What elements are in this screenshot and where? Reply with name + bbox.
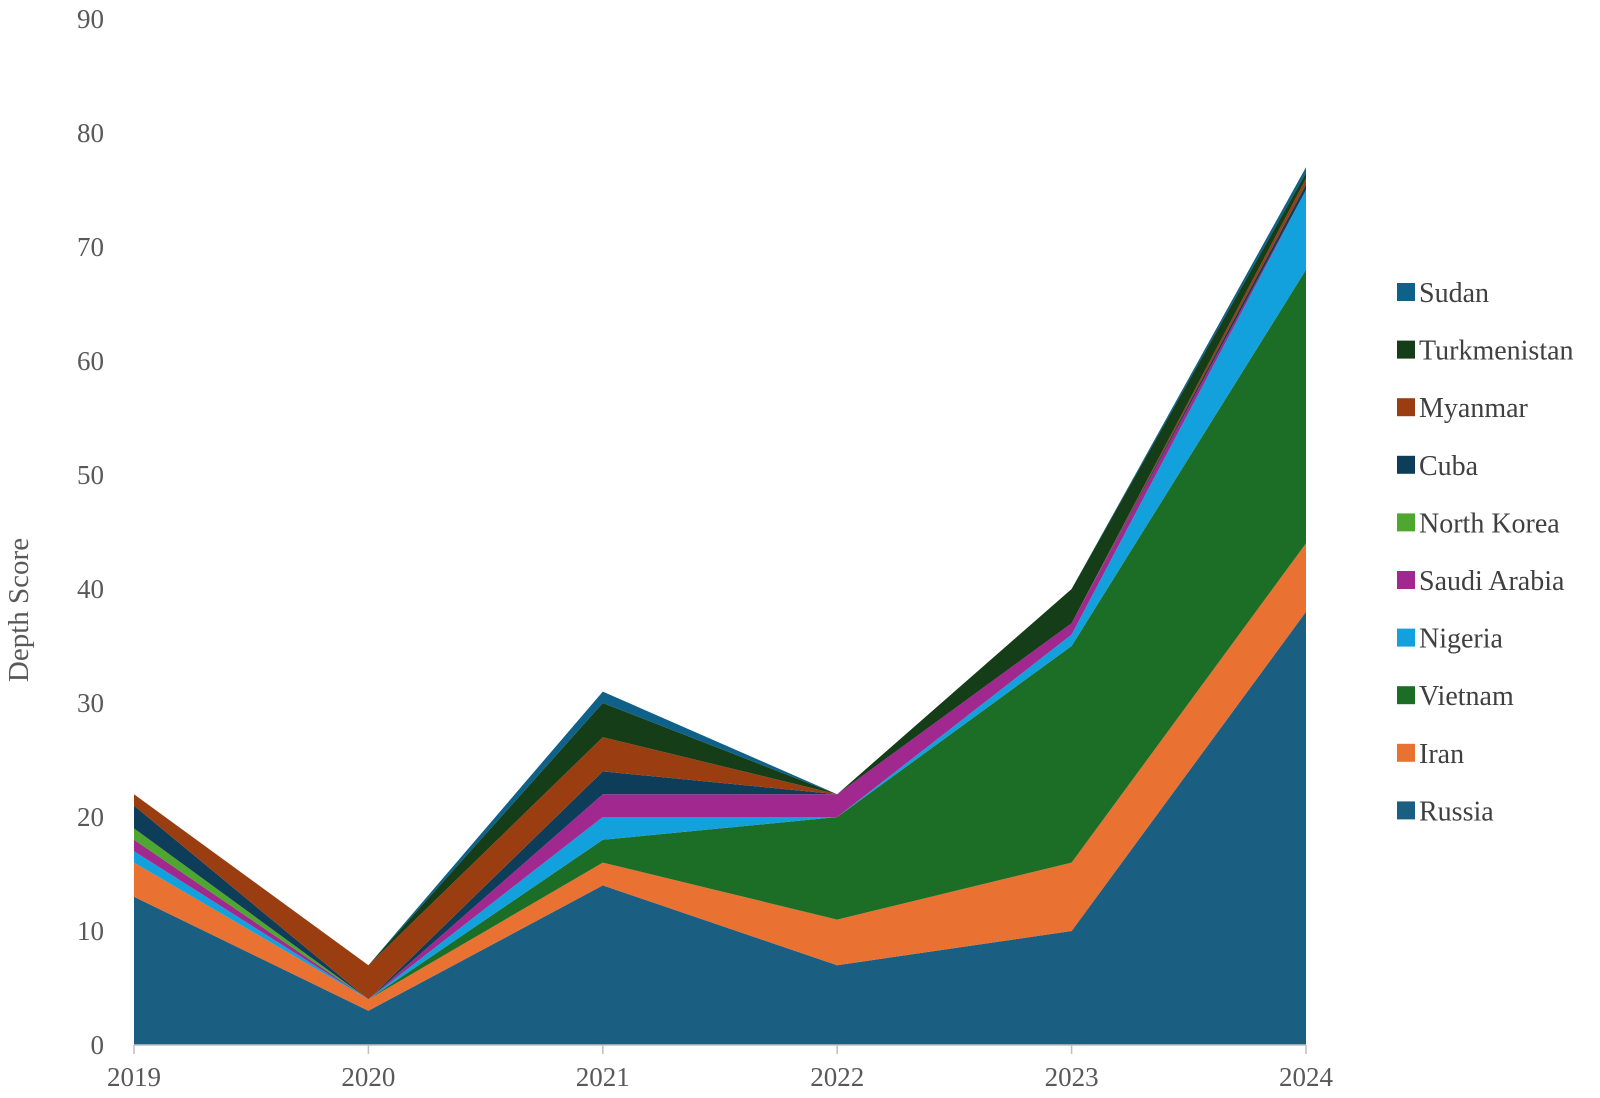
legend-label: Iran: [1419, 739, 1464, 770]
legend-swatch: [1397, 743, 1415, 762]
area-vietnam: [134, 269, 1306, 1000]
y-tick-label: 90: [77, 4, 104, 34]
legend-item-nigeria: Nigeria: [1397, 624, 1504, 655]
legend-item-sudan: Sudan: [1397, 278, 1489, 309]
legend-label: Turkmenistan: [1419, 336, 1574, 367]
x-tick-label: 2019: [107, 1062, 161, 1092]
legend-label: Saudi Arabia: [1419, 566, 1565, 597]
y-tick-label: 20: [77, 802, 104, 832]
legend-item-russia: Russia: [1397, 796, 1494, 827]
y-axis-title: Depth Score: [3, 538, 35, 682]
x-tick-label: 2023: [1045, 1062, 1099, 1092]
legend-item-cuba: Cuba: [1397, 451, 1479, 482]
legend-label: Sudan: [1419, 278, 1489, 309]
legend-item-iran: Iran: [1397, 739, 1464, 770]
legend-item-vietnam: Vietnam: [1397, 681, 1514, 712]
legend-swatch: [1397, 398, 1415, 417]
y-tick-label: 30: [77, 688, 104, 718]
x-tick-label: 2020: [341, 1062, 395, 1092]
legend-label: Cuba: [1419, 451, 1479, 482]
legend-swatch: [1397, 340, 1415, 359]
x-tick-label: 2024: [1279, 1062, 1334, 1092]
y-tick-label: 80: [77, 118, 104, 148]
legend-item-north-korea: North Korea: [1397, 508, 1560, 539]
legend: Sudan Turkmenistan Myanmar Cuba North Korea S…: [1397, 278, 1574, 827]
y-tick-label: 0: [91, 1030, 105, 1060]
y-tick-label: 10: [77, 916, 104, 946]
legend-label: Nigeria: [1419, 624, 1504, 655]
x-tick-label: 2022: [810, 1062, 864, 1092]
legend-swatch: [1397, 801, 1415, 820]
legend-swatch: [1397, 455, 1415, 474]
axes-group: 2019 2020 2021 2022 2023 2024 0 10 20 30 40 50 60 70 8…: [77, 4, 1334, 1092]
legend-item-saudi-arabia: Saudi Arabia: [1397, 566, 1565, 597]
legend-label: Myanmar: [1419, 393, 1529, 424]
y-tick-label: 40: [77, 574, 104, 604]
y-tick-label: 50: [77, 460, 104, 490]
y-tick-label: 70: [77, 232, 104, 262]
legend-swatch: [1397, 513, 1415, 532]
area-russia: [134, 611, 1306, 1045]
legend-item-myanmar: Myanmar: [1397, 393, 1529, 424]
area-series-group: [134, 167, 1306, 1045]
area-north-korea: [134, 190, 1306, 1000]
legend-swatch: [1397, 686, 1415, 705]
y-tick-label: 60: [77, 346, 104, 376]
legend-swatch: [1397, 571, 1415, 589]
legend-item-turkmenistan: Turkmenistan: [1397, 336, 1574, 367]
x-tick-label: 2021: [576, 1062, 630, 1092]
legend-label: Russia: [1419, 796, 1494, 827]
legend-label: North Korea: [1419, 508, 1560, 539]
legend-label: Vietnam: [1419, 681, 1514, 712]
legend-swatch: [1397, 628, 1415, 647]
legend-swatch: [1397, 283, 1415, 301]
area-iran: [134, 543, 1306, 1011]
